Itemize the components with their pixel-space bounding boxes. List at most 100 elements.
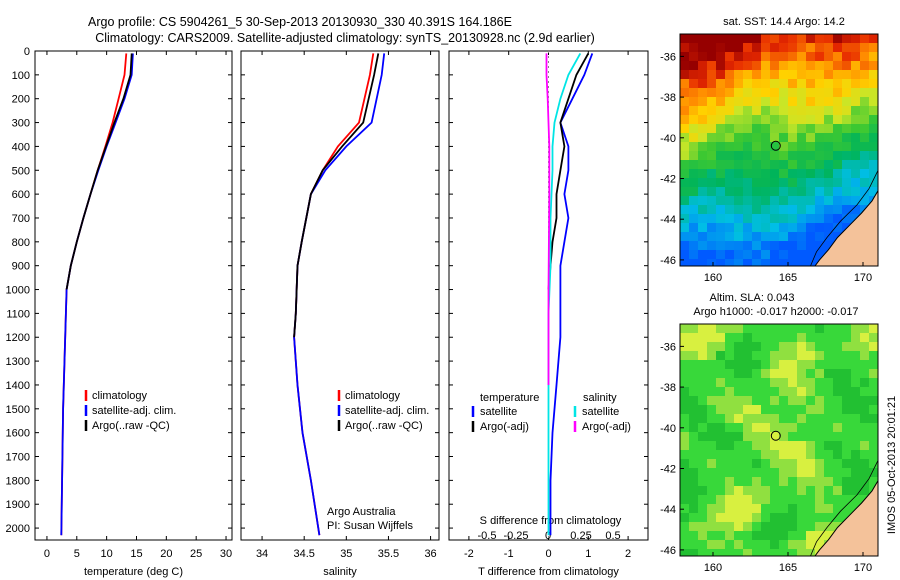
map-cell [833,387,843,397]
map-cell [869,414,879,424]
depth-tick-label: 1600 [6,428,30,440]
map-cell [842,196,852,206]
map-cell [734,486,744,496]
sal-satellite-line [547,52,582,536]
map-cell [689,232,699,242]
map-cell [761,378,771,388]
map-cell [806,214,816,224]
map-cell [752,504,762,514]
map-cell [680,70,690,80]
map-cell [788,369,798,379]
map-cell [779,232,789,242]
map-cell [725,88,735,98]
map-cell [725,387,735,397]
legend-label: climatology [92,390,148,402]
map-cell [815,61,825,71]
map-cell [788,387,798,397]
map-cell [824,115,834,125]
map-cell [815,43,825,53]
map-cell [815,540,825,550]
map-cell [788,513,798,523]
lat-tick-label: -36 [660,341,676,353]
map-cell [716,115,726,125]
map-cell [770,441,780,451]
map-cell [698,351,708,361]
map-cell [860,142,870,152]
map-cell [815,88,825,98]
map-cell [734,396,744,406]
map-cell [770,88,780,98]
map-cell [707,495,717,505]
lon-tick-label: 160 [704,272,722,284]
map-cell [707,432,717,442]
map-cell [698,378,708,388]
map-cell [797,486,807,496]
map-cell [707,133,717,143]
map-cell [833,115,843,125]
x-tick-label: 25 [190,548,202,560]
map-cell [734,414,744,424]
map-cell [770,151,780,161]
map-cell [752,324,762,334]
map-cell [851,142,861,152]
map-cell [824,486,834,496]
map-cell [680,223,690,233]
map-cell [806,187,816,197]
map-cell [761,513,771,523]
map-cell [770,423,780,433]
map-cell [860,34,870,44]
map-cell [779,504,789,514]
map-cell [806,522,816,532]
map-cell [770,396,780,406]
map-cell [734,549,744,557]
map-cell [743,414,753,424]
map-cell [689,333,699,343]
map-cell [698,151,708,161]
map-cell [725,178,735,188]
map-cell [743,151,753,161]
map-cell [698,88,708,98]
map-cell [734,351,744,361]
map-cell [743,34,753,44]
map-cell [689,34,699,44]
map-cell [761,387,771,397]
map-cell [716,504,726,514]
map-cell [734,441,744,451]
map-cell [833,324,843,334]
lat-tick-label: -38 [660,382,676,394]
map-cell [770,468,780,478]
map-cell [842,378,852,388]
map-cell [788,486,798,496]
map-cell [698,115,708,125]
legend-label: satellite-adj. clim. [345,405,429,417]
x-tick-label: 0 [44,548,50,560]
depth-tick-label: 800 [12,237,30,249]
map-cell [779,160,789,170]
map-cell [689,43,699,53]
map-cell [680,205,690,215]
map-cell [752,259,762,267]
map-cell [824,351,834,361]
map-cell [815,441,825,451]
map-cell [743,387,753,397]
map-cell [725,522,735,532]
depth-tick-label: 1400 [6,380,30,392]
map-cell [851,477,861,487]
map-cell [761,160,771,170]
map-cell [707,351,717,361]
map-cell [716,151,726,161]
map-cell [788,459,798,469]
map-cell [752,142,762,152]
map-cell [734,79,744,89]
map-cell [842,205,852,215]
map-cell [680,97,690,107]
map-cell [752,88,762,98]
map-cell [689,133,699,143]
map-cell [797,115,807,125]
map-cell [725,259,735,267]
map-cell [689,387,699,397]
map-cell [860,43,870,53]
map-cell [734,61,744,71]
map-cell [689,513,699,523]
map-cell [680,43,690,53]
